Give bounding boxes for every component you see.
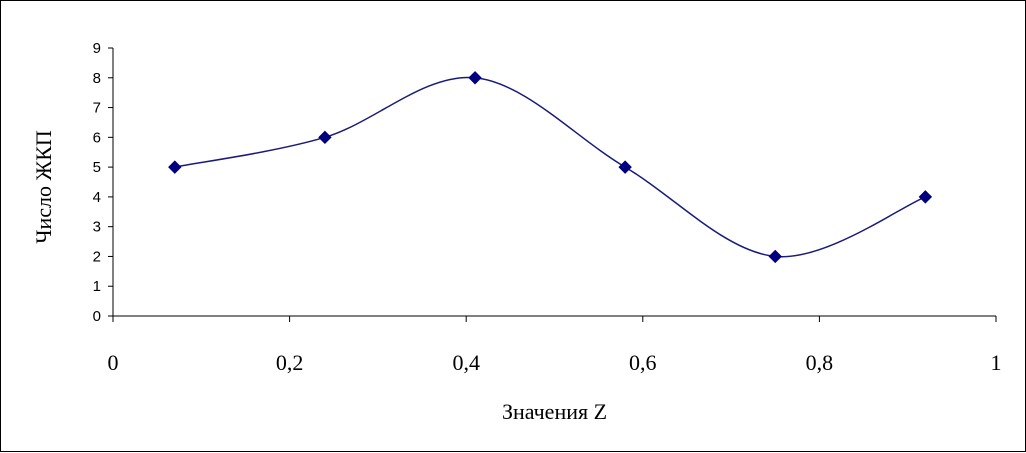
y-axis-title: Число ЖКП: [31, 130, 56, 244]
data-point-marker: [768, 249, 782, 264]
data-markers: [168, 71, 933, 264]
y-tick-label: 0: [93, 308, 101, 325]
x-tick-label: 0,8: [806, 350, 834, 375]
data-point-marker: [168, 160, 182, 174]
data-point-marker: [918, 190, 933, 204]
y-tick-label: 1: [93, 278, 101, 295]
data-point-marker: [318, 130, 332, 145]
y-tick-label: 7: [93, 100, 101, 117]
data-point-marker: [468, 71, 482, 85]
x-tick-label: 0,4: [452, 350, 480, 375]
x-tick-label: 0,2: [276, 350, 304, 375]
y-tick-label: 3: [93, 219, 101, 236]
y-tick-label: 9: [93, 40, 101, 57]
y-tick-label: 6: [93, 129, 101, 146]
y-tick-label: 4: [93, 189, 101, 206]
y-tick-label: 2: [93, 248, 101, 265]
data-point-marker: [618, 160, 632, 174]
series-line: [174, 76, 926, 258]
x-axis-title: Значения Z: [502, 399, 607, 424]
x-tick-label: 0,6: [629, 350, 657, 375]
y-tick-label: 8: [93, 70, 101, 87]
y-tick-label: 5: [93, 159, 101, 176]
axes: [108, 47, 997, 322]
x-tick-label: 0: [108, 350, 119, 375]
tick-labels: 0 1 2 3 4 5 6 7 8 9 0 0,2 0,4 0,6 0,8 1: [93, 40, 1002, 375]
x-tick-label: 1: [991, 350, 1002, 375]
